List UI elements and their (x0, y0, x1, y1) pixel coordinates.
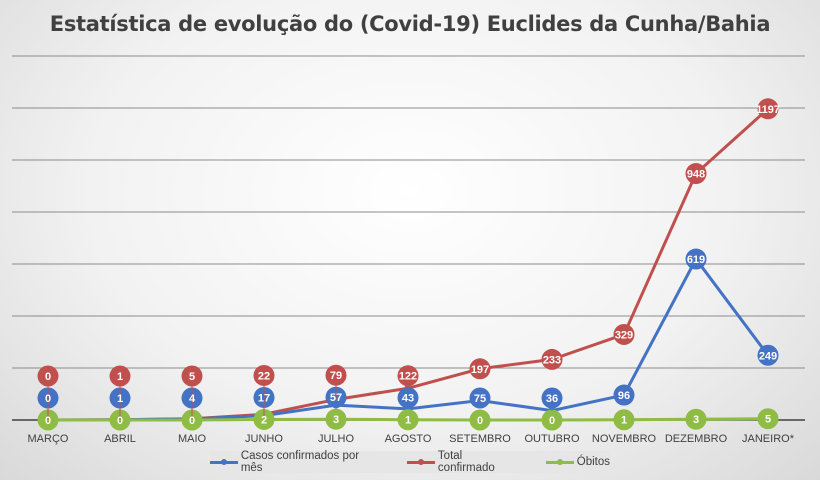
x-tick-label: OUTUBRO (525, 433, 580, 445)
legend-label: Total confirmado (437, 450, 495, 474)
data-label-bubble (541, 348, 563, 370)
data-label-bubble (757, 98, 779, 120)
data-label: 1 (621, 415, 627, 427)
data-label: 233 (543, 354, 561, 366)
data-label-bubble (685, 163, 707, 185)
data-label: 0 (549, 415, 555, 427)
x-tick-label: JUNHO (245, 433, 283, 445)
data-label: 5 (189, 371, 195, 383)
data-label-bubble (757, 344, 779, 366)
data-label: 79 (330, 370, 342, 382)
data-label: 57 (330, 392, 342, 404)
data-label: 197 (471, 364, 489, 376)
legend-swatch (545, 458, 574, 465)
data-label-bubble (541, 387, 563, 409)
data-label: 75 (474, 393, 486, 405)
x-tick-label: DEZEMBRO (665, 433, 728, 445)
data-label: 619 (687, 254, 705, 266)
data-label-bubble (613, 409, 635, 431)
data-label: 1 (405, 415, 411, 427)
data-label-bubble (109, 409, 131, 431)
data-label: 36 (546, 393, 558, 405)
data-label: 0 (477, 415, 483, 427)
x-tick-label: JANEIRO* (742, 433, 795, 445)
data-label: 4 (189, 393, 196, 405)
data-label-bubble (397, 387, 419, 409)
data-label-bubble (253, 364, 275, 386)
x-tick-label: JULHO (318, 433, 355, 445)
data-label: 2 (261, 414, 267, 426)
data-label: 122 (399, 371, 417, 383)
data-label: 5 (765, 414, 771, 426)
legend-swatch (210, 458, 238, 465)
chart-title: Estatística de evolução do (Covid-19) Eu… (49, 12, 771, 36)
data-label-bubble (181, 365, 203, 387)
data-label-bubble (613, 323, 635, 345)
data-label-bubble (469, 387, 491, 409)
data-label-bubble (325, 408, 347, 430)
x-tick-label: MARÇO (28, 433, 69, 445)
data-label-bubble (757, 408, 779, 430)
data-label: 0 (189, 415, 195, 427)
data-label-bubble (397, 409, 419, 431)
x-tick-label: MAIO (178, 433, 207, 445)
data-label-bubble (469, 358, 491, 380)
data-label: 329 (615, 329, 633, 341)
data-label: 96 (618, 390, 630, 402)
data-label-bubble (181, 409, 203, 431)
legend-label: Casos confirmados por mês (240, 450, 360, 474)
data-label-bubble (397, 365, 419, 387)
data-label-bubble (37, 365, 59, 387)
data-label-bubble (685, 248, 707, 270)
data-label-bubble (253, 408, 275, 430)
legend: Casos confirmados por mês Total confirma… (210, 450, 610, 474)
legend-item: Óbitos (545, 456, 610, 468)
data-label: 3 (333, 414, 339, 426)
legend-item: Total confirmado (407, 450, 522, 474)
data-label-bubble (469, 409, 491, 431)
data-label: 22 (258, 370, 270, 382)
data-label: 3 (693, 414, 699, 426)
data-label-bubble (325, 364, 347, 386)
data-label-bubble (685, 408, 707, 430)
data-label: 249 (759, 350, 777, 362)
legend-label: Óbitos (576, 456, 610, 468)
data-label: 0 (45, 393, 51, 405)
data-label: 1 (117, 393, 123, 405)
data-label: 17 (258, 392, 270, 404)
data-label: 1 (117, 371, 123, 383)
data-label: 43 (402, 393, 414, 405)
data-label: 0 (45, 415, 51, 427)
x-tick-label: NOVEMBRO (592, 433, 657, 445)
data-label-bubble (541, 409, 563, 431)
x-tick-label: SETEMBRO (449, 433, 511, 445)
data-label: 0 (45, 371, 51, 383)
data-label-bubble (613, 384, 635, 406)
x-tick-label: ABRIL (104, 433, 136, 445)
data-label: 0 (117, 415, 123, 427)
legend-item: Casos confirmados por mês (210, 450, 383, 474)
data-label: 948 (687, 169, 705, 181)
legend-swatch (407, 458, 435, 465)
data-label-bubble (109, 365, 131, 387)
x-tick-label: AGOSTO (385, 433, 432, 445)
data-label: 1197 (756, 104, 780, 116)
